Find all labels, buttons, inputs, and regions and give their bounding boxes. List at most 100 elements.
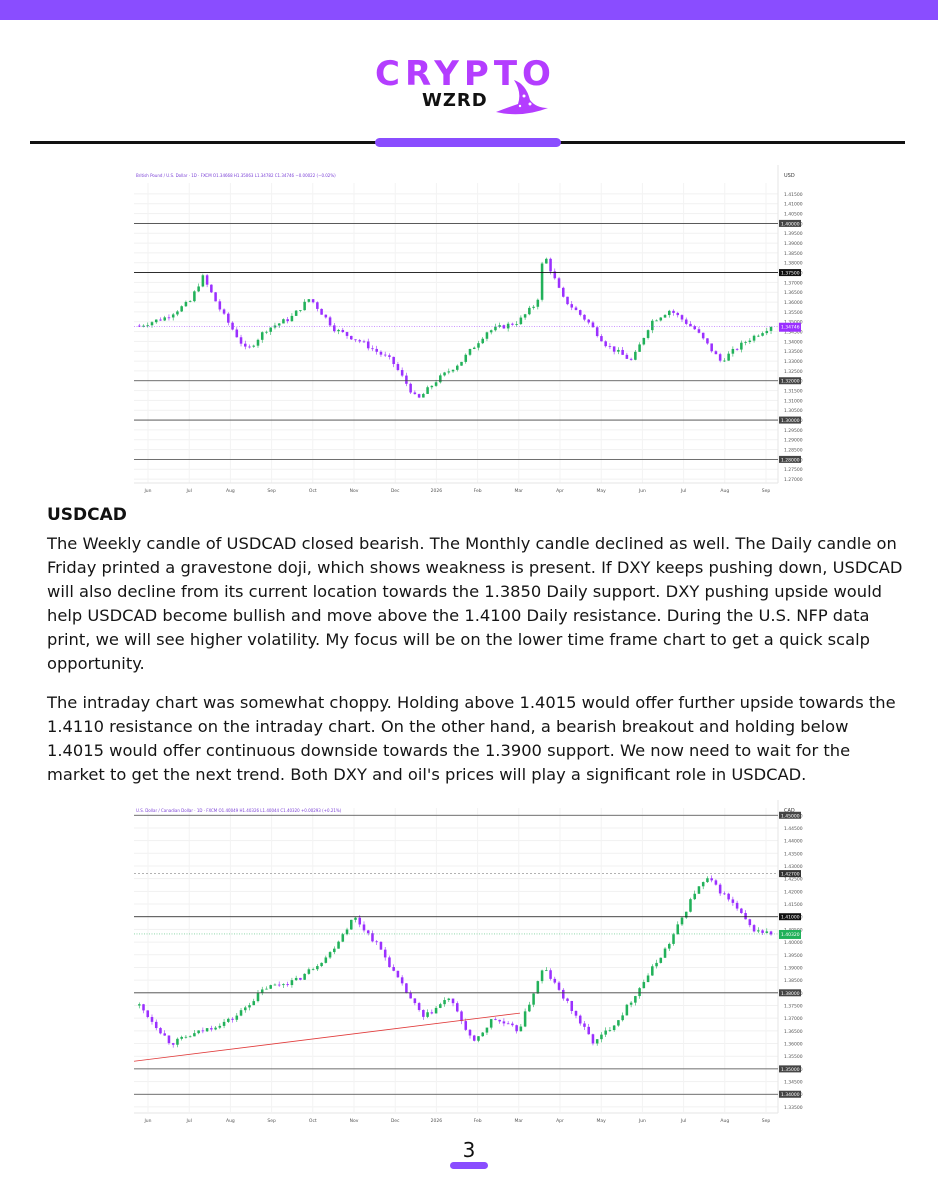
candle-body [511,1023,514,1026]
y-tick-label: 1.35500 [784,310,803,316]
candle-body [761,930,764,933]
candle-body [244,343,247,347]
candle-body [180,1036,183,1039]
y-tick-label: 1.41500 [784,192,803,198]
y-tick-label: 1.39000 [784,241,803,247]
candle-body [396,364,400,371]
candle-body [710,343,713,352]
x-tick-label: Jul [185,1118,191,1124]
candle-body [290,980,294,986]
x-tick-label: Aug [720,488,729,494]
candle-body [366,930,370,934]
y-tick-label: 1.34500 [784,1080,803,1086]
y-tick-label: 1.28500 [784,448,803,454]
candle-body [142,325,145,327]
candle-body [400,370,404,376]
candle-body [540,970,544,982]
candle-body [239,337,243,344]
candle-body [752,335,756,341]
candle-body [591,1034,595,1044]
candle-body [273,984,277,986]
candle-body [218,1025,222,1028]
level-badge-label: 1.32000 [781,379,800,385]
candle-body [210,284,213,293]
x-tick-label: Jun [638,1118,646,1124]
section-title: USDCAD [47,505,127,525]
candle-body [154,1021,158,1029]
candle-body [282,319,285,324]
candle-body [396,970,400,978]
candle-body [701,332,705,339]
candle-body [252,1001,256,1006]
candle-body [375,941,378,943]
y-tick-label: 1.38500 [784,978,803,984]
candle-body [731,899,735,903]
candle-body [430,385,434,388]
candle-body [260,989,264,994]
candle-body [456,1003,459,1012]
level-badge [779,870,801,878]
candle-body [282,984,285,986]
candle-body [252,345,256,347]
logo-subtitle: WZRD [422,90,488,111]
candle-body [464,354,468,362]
candle-body [621,1015,624,1021]
y-tick-label: 1.39500 [784,231,803,237]
candle-body [256,993,260,1002]
candle-body [299,310,302,311]
x-tick-label: Sep [267,488,276,494]
x-tick-label: Dec [391,488,400,494]
brand-logo: CRYPTO WZRD [360,50,580,130]
y-tick-label: 1.33500 [784,1105,803,1111]
y-tick-label: 1.34000 [784,339,803,345]
candle-body [409,992,412,999]
candle-body [167,317,171,319]
y-tick-label: 1.37500 [784,1003,803,1009]
y-tick-label: 1.36500 [784,1029,803,1035]
candle-body [769,327,773,331]
level-badge-label: 1.30000 [781,418,800,424]
candle-body [608,1030,612,1031]
candle-body [405,983,408,993]
x-tick-label: Mar [515,488,524,494]
candle-body [362,924,366,931]
page-number-accent [450,1162,488,1169]
level-badge [779,416,801,424]
x-tick-label: Nov [350,488,359,494]
y-tick-label: 1.33500 [784,349,803,355]
candle-body [205,1028,209,1032]
candle-body [651,966,654,976]
candle-body [328,317,332,326]
candle-body [506,323,510,329]
candle-body [600,336,603,342]
candle-body [214,1027,217,1030]
candle-body [553,978,557,983]
x-tick-label: Feb [474,1118,482,1124]
candle-body [180,306,183,312]
candle-body [757,335,760,337]
y-tick-label: 1.39000 [784,965,803,971]
candle-body [680,917,684,925]
candle-body [578,310,582,315]
y-tick-label: 1.42500 [784,877,803,883]
price-badge [779,322,801,332]
candle-body [595,1039,599,1044]
candle-body [201,1030,205,1032]
candle-body [154,319,158,323]
candle-body [549,258,552,272]
candle-body [451,369,455,372]
candle-body [218,301,222,310]
candle-body [222,1021,226,1026]
candle-body [235,1015,239,1020]
candle-body [341,329,345,333]
level-badge-label: 1.28000 [781,457,800,463]
candle-body [502,325,506,329]
candle-body [718,354,722,361]
level-badge-label: 1.41000 [781,915,800,921]
x-tick-label: Aug [720,1118,729,1124]
candle-body [621,349,624,355]
candle-body [744,913,747,920]
candle-body [345,332,349,336]
candle-body [646,330,650,338]
candle-body [723,360,726,362]
